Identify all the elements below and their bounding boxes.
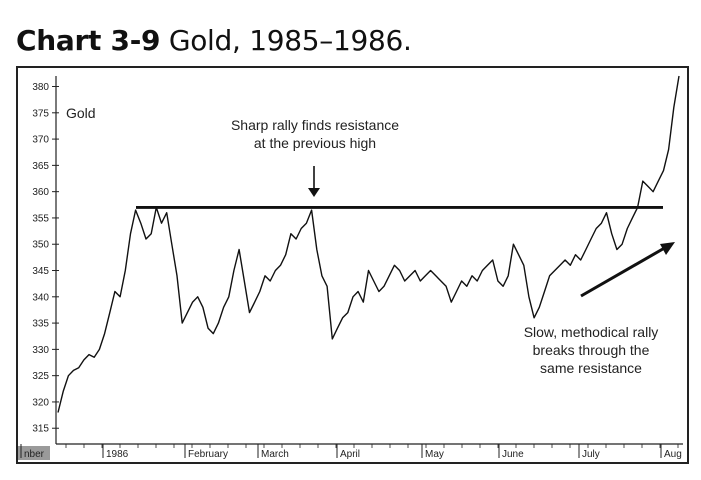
y-tick-label: 345 [32,266,49,277]
x-tick-label: July [582,449,600,460]
x-tick-label: 1986 [106,449,129,460]
figure-caption: Gold, 1985–1986. [168,24,412,57]
y-tick-label: 370 [32,135,49,146]
y-tick-label: 355 [32,213,49,224]
annotation-sharp-rally: at the previous high [254,135,376,151]
axis-corner-block [18,446,50,460]
y-tick-label: 330 [32,345,49,356]
series-label: Gold [66,105,96,121]
gold-price-line [57,75,680,413]
figure-number: Chart 3-9 [16,24,161,57]
annotation-slow-rally: same resistance [540,360,642,376]
annotation-sharp-rally: Sharp rally finds resistance [231,117,399,133]
annotation-arrow2-shaft [580,244,669,298]
y-tick-label: 360 [32,187,49,198]
x-tick-label: February [188,449,228,460]
annotation-slow-rally: breaks through the [533,342,650,358]
x-tick-label: nber [24,449,45,460]
chart-frame: 315 320 325 330 335 340 345 350 355 360 365 370 375 3… [16,66,689,464]
x-tick-label: April [340,449,360,460]
x-tick-label: May [425,449,444,460]
x-tick-label: Aug [664,449,682,460]
annotation-arrow-head [308,188,320,197]
y-tick-label: 315 [32,424,49,435]
y-tick-label: 380 [32,82,49,93]
y-tick-label: 325 [32,371,49,382]
figure-title: Chart 3-9 Gold, 1985–1986. [16,24,412,57]
annotation-slow-rally: Slow, methodical rally [524,324,659,340]
x-tick-label: June [502,449,524,460]
y-tick-label: 350 [32,240,49,251]
y-tick-label: 375 [32,108,49,119]
annotation-arrow2-head [660,242,675,255]
y-tick-label: 340 [32,292,49,303]
y-tick-label: 365 [32,161,49,172]
x-tick-label: March [261,449,289,460]
y-tick-label: 320 [32,397,49,408]
y-tick-label: 335 [32,319,49,330]
gold-price-chart: 315 320 325 330 335 340 345 350 355 360 365 370 375 3… [18,75,683,460]
